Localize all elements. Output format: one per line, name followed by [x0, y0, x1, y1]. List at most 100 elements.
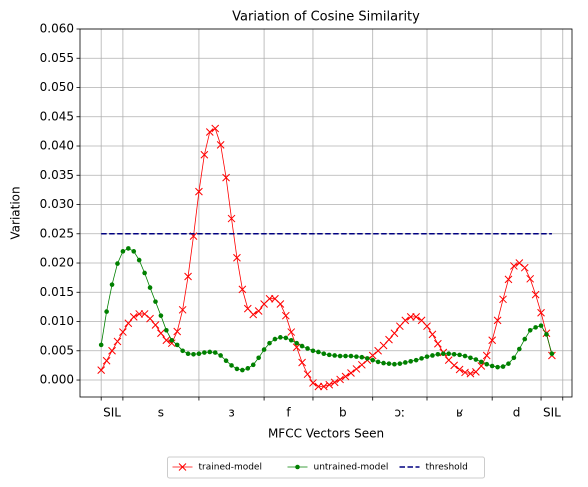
point [292, 343, 301, 352]
point [354, 354, 359, 359]
point [261, 347, 267, 352]
legend-label: untrained-model [314, 463, 389, 473]
point [319, 382, 328, 391]
point [173, 327, 182, 336]
point [511, 355, 517, 361]
point [184, 272, 192, 281]
point [533, 325, 538, 330]
point [489, 363, 495, 369]
point [499, 295, 507, 304]
point [212, 350, 218, 355]
point [265, 294, 274, 303]
point [434, 339, 442, 348]
point [178, 305, 187, 314]
point [222, 173, 230, 182]
point [278, 335, 283, 340]
point [174, 342, 180, 348]
point [402, 360, 408, 365]
point [202, 350, 207, 355]
point [180, 348, 185, 354]
point [450, 361, 459, 370]
point [147, 285, 153, 290]
point [424, 354, 430, 359]
point [336, 375, 344, 384]
x-tick-label: d [513, 406, 521, 420]
point [520, 263, 529, 272]
point [397, 361, 403, 366]
point [352, 365, 361, 373]
point [272, 336, 278, 342]
point [451, 351, 457, 357]
point [455, 365, 464, 374]
point [477, 362, 486, 370]
point [136, 257, 142, 263]
point [135, 310, 144, 318]
point [493, 316, 502, 325]
point [392, 361, 397, 367]
point [479, 359, 484, 365]
y-tick-label: 0.005 [40, 343, 74, 357]
point [299, 343, 305, 349]
point [287, 328, 296, 336]
y-tick-label: 0.060 [40, 22, 74, 36]
legend-marker [295, 464, 300, 470]
point [500, 364, 506, 369]
point [440, 351, 446, 357]
x-tick-label: ɜ [228, 406, 234, 420]
point [158, 313, 164, 318]
point [216, 140, 225, 149]
point [233, 253, 241, 262]
point [544, 332, 549, 337]
point [457, 352, 462, 358]
point [115, 261, 120, 266]
point [473, 357, 479, 362]
point [423, 322, 431, 331]
point [108, 346, 116, 355]
point [538, 323, 544, 328]
point [337, 353, 343, 359]
point [482, 351, 491, 360]
point [413, 357, 419, 363]
point [195, 187, 203, 196]
point [506, 361, 511, 366]
point [314, 382, 323, 391]
point [256, 355, 261, 361]
point [381, 360, 386, 366]
point [97, 366, 106, 374]
point [484, 361, 490, 367]
point [140, 310, 149, 318]
x-tick-label: SIL [103, 406, 121, 420]
legend-frame [167, 456, 485, 479]
point [191, 351, 196, 357]
point [531, 290, 540, 299]
point [169, 337, 175, 343]
point [305, 346, 310, 351]
point [218, 353, 223, 358]
point [298, 358, 306, 367]
point [229, 363, 234, 368]
point [200, 150, 209, 159]
point [549, 351, 555, 357]
point [526, 274, 535, 283]
point [419, 356, 424, 361]
point [185, 351, 191, 357]
point [347, 369, 355, 377]
point [153, 299, 158, 304]
point [408, 359, 414, 364]
y-tick-label: 0.030 [40, 197, 74, 211]
point [325, 380, 334, 389]
legend-label: threshold [426, 463, 468, 473]
y-tick-label: 0.025 [40, 226, 74, 240]
point [249, 310, 258, 319]
point [126, 246, 131, 251]
point [98, 342, 104, 348]
point [517, 346, 522, 352]
point [211, 124, 220, 133]
point [488, 336, 497, 345]
point [276, 300, 285, 308]
chart-title: Variation of Cosine Similarity [232, 10, 420, 25]
point [167, 339, 176, 348]
point [142, 270, 147, 276]
point [401, 316, 410, 325]
